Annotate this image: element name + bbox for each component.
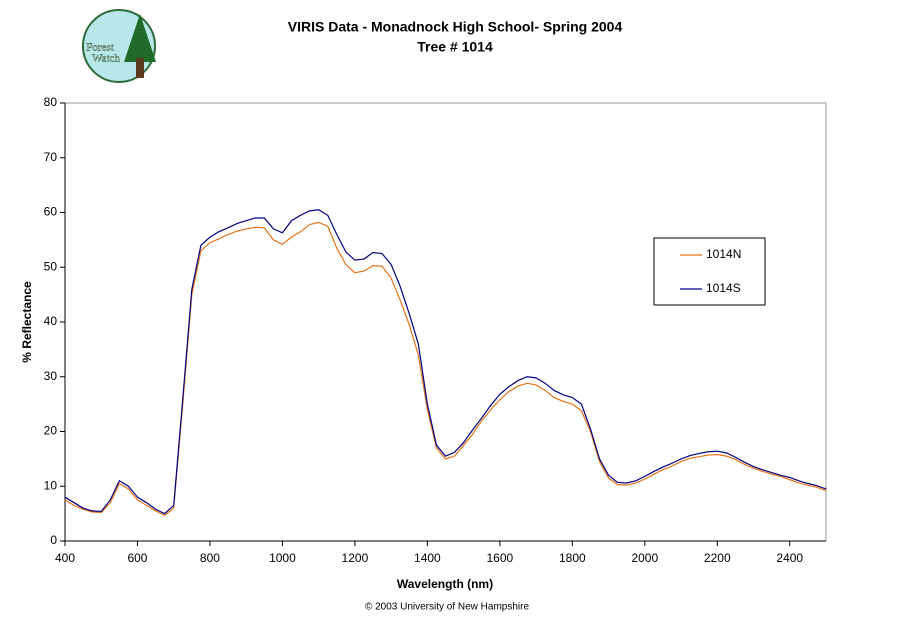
plot-area bbox=[64, 102, 827, 542]
chart-title: VIRIS Data - Monadnock High School- Spri… bbox=[288, 19, 623, 35]
x-tick-label: 400 bbox=[55, 551, 75, 565]
x-tick-label: 1000 bbox=[269, 551, 296, 565]
x-tick-label: 1600 bbox=[487, 551, 514, 565]
footnote: © 2003 University of New Hampshire bbox=[365, 602, 530, 613]
chart-subtitle: Tree # 1014 bbox=[417, 39, 493, 55]
y-tick-label: 40 bbox=[44, 314, 58, 328]
y-tick-label: 30 bbox=[44, 369, 58, 383]
x-tick-label: 800 bbox=[200, 551, 220, 565]
legend-label: 1014N bbox=[706, 247, 741, 261]
y-tick-label: 60 bbox=[44, 205, 58, 219]
y-tick-label: 80 bbox=[44, 95, 58, 109]
x-tick-label: 2200 bbox=[704, 551, 731, 565]
y-tick-label: 50 bbox=[44, 259, 58, 273]
logo-text: Forest bbox=[86, 42, 114, 54]
x-tick-label: 1800 bbox=[559, 551, 586, 565]
x-axis-title: Wavelength (nm) bbox=[397, 577, 493, 591]
logo: Forest Watch bbox=[82, 9, 156, 83]
y-tick-label: 0 bbox=[50, 533, 57, 547]
logo-text: Watch bbox=[92, 53, 120, 65]
y-tick-label: 70 bbox=[44, 150, 58, 164]
legend-label: 1014S bbox=[706, 281, 741, 295]
series-line bbox=[64, 209, 827, 515]
x-tick-label: 600 bbox=[127, 551, 147, 565]
y-tick-label: 20 bbox=[44, 424, 58, 438]
x-tick-label: 1200 bbox=[342, 551, 369, 565]
x-tick-label: 2000 bbox=[631, 551, 658, 565]
x-tick-label: 2400 bbox=[776, 551, 803, 565]
legend bbox=[653, 237, 766, 306]
y-axis-title: % Reflectance bbox=[20, 281, 34, 363]
y-tick-label: 10 bbox=[44, 478, 58, 492]
logo-tree bbox=[124, 14, 156, 62]
logo-trunk bbox=[136, 58, 144, 78]
x-tick-label: 1400 bbox=[414, 551, 441, 565]
